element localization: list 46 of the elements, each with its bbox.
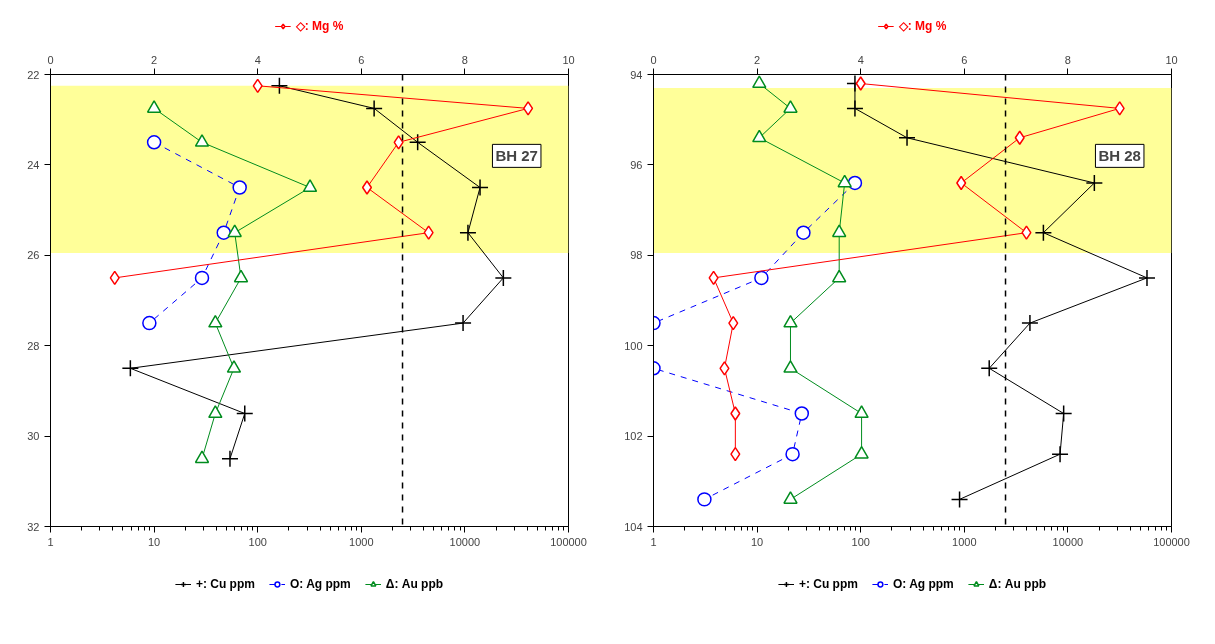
legend-label: Δ: Au ppb	[385, 576, 444, 591]
x-tick-label: 1	[47, 535, 54, 548]
y-tick-label: 98	[630, 249, 643, 262]
x-tick-label: 100000	[550, 535, 587, 548]
x2-tick-label: 10	[562, 53, 575, 66]
y-tick-label: 28	[27, 339, 40, 352]
legend-label: ◇: Mg %	[898, 18, 947, 33]
y-tick-label: 104	[624, 520, 643, 533]
legend-label: O: Ag ppm	[289, 576, 351, 591]
x-tick-label: 10	[750, 535, 764, 548]
y-tick-label: 24	[27, 158, 40, 171]
y-tick-label: 32	[27, 520, 40, 533]
x-tick-label: 100000	[1153, 535, 1190, 548]
x2-tick-label: 0	[47, 53, 54, 66]
x-tick-label: 10000	[449, 535, 481, 548]
x-tick-label: 10	[147, 535, 161, 548]
x2-tick-label: 0	[650, 53, 657, 66]
legend-label: Δ: Au ppb	[988, 576, 1047, 591]
x-tick-label: 100	[248, 535, 267, 548]
y-tick-label: 26	[27, 249, 40, 262]
x2-tick-label: 4	[857, 53, 864, 66]
x2-tick-label: 10	[1165, 53, 1178, 66]
x2-tick-label: 4	[254, 53, 261, 66]
y-tick-label: 102	[624, 430, 643, 443]
y-tick-label: 94	[630, 68, 643, 81]
x2-tick-label: 2	[151, 53, 158, 66]
legend-label: ◇: Mg %	[295, 18, 344, 33]
x2-tick-label: 8	[461, 53, 468, 66]
x2-tick-label: 6	[961, 53, 968, 66]
x2-tick-label: 2	[754, 53, 761, 66]
y-tick-label: 100	[624, 339, 643, 352]
y-tick-label: 96	[630, 158, 643, 171]
x-tick-label: 10000	[1052, 535, 1084, 548]
legend-label: O: Ag ppm	[892, 576, 954, 591]
y-tick-label: 30	[27, 430, 40, 443]
x-tick-label: 1000	[952, 535, 977, 548]
x-tick-label: 100	[851, 535, 870, 548]
annotation: BH 27	[495, 147, 538, 165]
annotation: BH 28	[1098, 147, 1141, 165]
legend-label: +: Cu ppm	[195, 576, 255, 591]
y-tick-label: 22	[27, 68, 40, 81]
legend-label: +: Cu ppm	[798, 576, 858, 591]
x2-tick-label: 8	[1064, 53, 1071, 66]
x2-tick-label: 6	[358, 53, 365, 66]
x-tick-label: 1000	[349, 535, 374, 548]
x-tick-label: 1	[650, 535, 657, 548]
